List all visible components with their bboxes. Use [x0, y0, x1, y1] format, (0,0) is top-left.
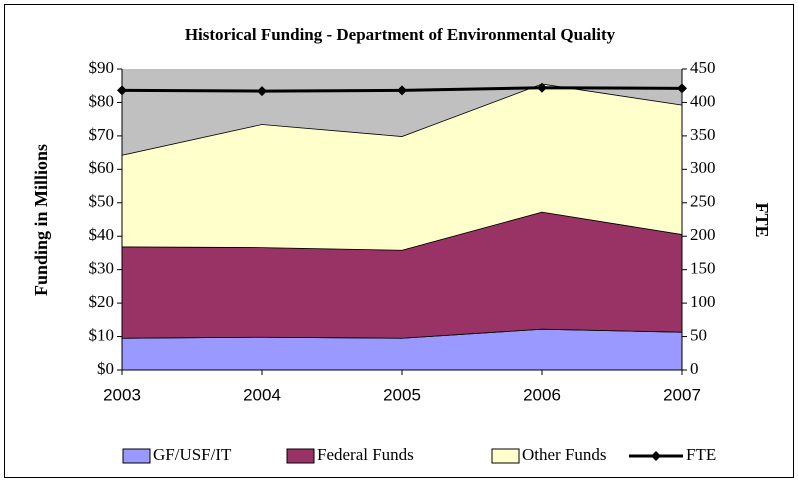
marker [397, 85, 407, 96]
y2-tick-label: 0 [690, 359, 699, 378]
x-tick-label: 2003 [103, 385, 141, 404]
legend-swatch [122, 448, 151, 464]
y-tick-label: $70 [89, 125, 115, 144]
x-tick-label: 2004 [243, 385, 281, 404]
y2-tick-label: 200 [690, 225, 716, 244]
legend-marker [651, 451, 661, 461]
x-tick-label: 2006 [523, 385, 561, 404]
y-tick-label: $80 [89, 91, 115, 110]
y2-tick-label: 150 [690, 259, 716, 278]
y-axis-label: Funding in Millions [31, 144, 51, 296]
legend-label: Federal Funds [317, 445, 414, 464]
y2-axis-label: FTE [752, 202, 772, 237]
legend-label: FTE [686, 445, 716, 464]
y2-tick-label: 100 [690, 292, 716, 311]
y-tick-label: $20 [89, 292, 115, 311]
y2-tick-label: 350 [690, 125, 716, 144]
legend-swatch [491, 448, 520, 464]
y-tick-label: $40 [89, 225, 115, 244]
marker [257, 86, 267, 97]
x-tick-label: 2007 [663, 385, 701, 404]
y2-tick-label: 400 [690, 91, 716, 110]
marker [537, 82, 547, 93]
x-tick-label: 2005 [383, 385, 421, 404]
y-tick-label: $30 [89, 259, 115, 278]
y2-tick-label: 450 [690, 58, 716, 77]
legend-label: GF/USF/IT [153, 445, 232, 464]
legend-label: Other Funds [522, 445, 607, 464]
y-tick-label: $50 [89, 192, 115, 211]
chart-title: Historical Funding - Department of Envir… [185, 25, 616, 44]
y2-tick-label: 300 [690, 158, 716, 177]
y-tick-label: $10 [89, 325, 115, 344]
y-tick-label: $90 [89, 58, 115, 77]
y2-tick-label: 50 [690, 325, 707, 344]
legend-swatch [286, 448, 315, 464]
y-tick-label: $0 [97, 359, 114, 378]
y-tick-label: $60 [89, 158, 115, 177]
y2-tick-label: 250 [690, 192, 716, 211]
